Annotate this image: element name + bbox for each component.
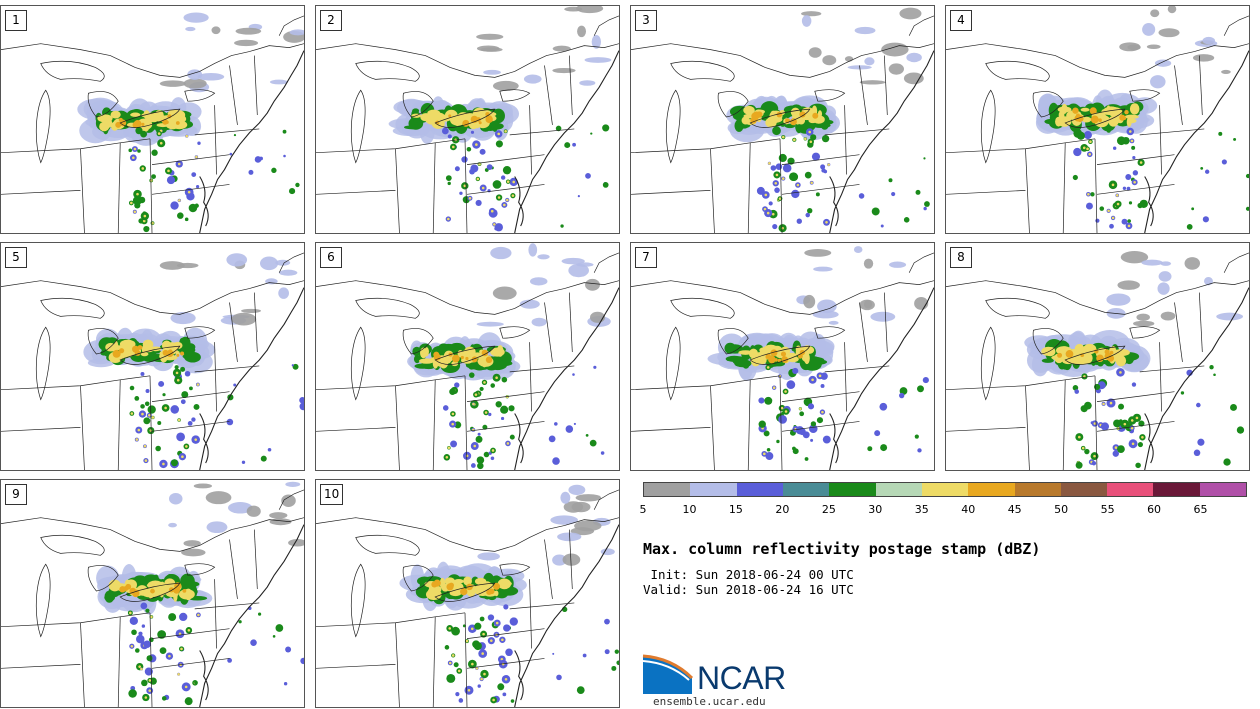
member-number-label: 9: [5, 484, 27, 505]
reflectivity-map: [631, 6, 934, 233]
member-number-label: 4: [950, 10, 972, 31]
colorbar-segment: [1107, 483, 1154, 496]
reflectivity-map: [1, 480, 304, 707]
ensemble-member-panel: 7: [630, 242, 935, 471]
ensemble-member-panel: 4: [945, 5, 1250, 234]
colorbar-segment: [736, 483, 783, 496]
colorbar-tick-label: 20: [775, 503, 790, 516]
colorbar-segment: [1060, 483, 1108, 496]
ncar-logo-text: NCAR: [697, 660, 786, 696]
member-number-label: 3: [635, 10, 657, 31]
plot-title: Max. column reflectivity postage stamp (…: [643, 540, 1041, 558]
colorbar-segment: [1014, 483, 1061, 496]
reflectivity-map: [1, 243, 304, 470]
init-time: Init: Sun 2018-06-24 00 UTC: [643, 567, 854, 582]
member-number-label: 5: [5, 247, 27, 268]
colorbar-tick-label: 60: [1147, 503, 1162, 516]
colorbar-tick-label: 50: [1054, 503, 1069, 516]
reflectivity-map: [946, 243, 1249, 470]
reflectivity-map: [946, 6, 1249, 233]
colorbar-segment: [921, 483, 969, 496]
ncar-logo-icon: [642, 654, 694, 694]
member-number-label: 2: [320, 10, 342, 31]
colorbar-segment: [968, 483, 1015, 496]
colorbar-segment: [644, 483, 691, 496]
ensemble-member-panel: 9: [0, 479, 305, 708]
ensemble-member-panel: 3: [630, 5, 935, 234]
colorbar-tick-label: 25: [821, 503, 836, 516]
ensemble-member-panel: 6: [315, 242, 620, 471]
ensemble-member-panel: 2: [315, 5, 620, 234]
reflectivity-map: [316, 243, 619, 470]
colorbar-tick-label: 15: [728, 503, 743, 516]
colorbar-segment: [829, 483, 876, 496]
reflectivity-map: [1, 6, 304, 233]
colorbar-tick-label: 45: [1007, 503, 1022, 516]
ensemble-member-panel: 8: [945, 242, 1250, 471]
ensemble-member-panel: 5: [0, 242, 305, 471]
colorbar-tick-label: 65: [1193, 503, 1208, 516]
colorbar-tick-label: 30: [868, 503, 883, 516]
reflectivity-map: [631, 243, 934, 470]
colorbar-tick-label: 55: [1100, 503, 1115, 516]
reflectivity-map: [316, 480, 619, 707]
colorbar-tick-label: 5: [639, 503, 647, 516]
colorbar-segment: [690, 483, 737, 496]
colorbar-tick-label: 40: [961, 503, 976, 516]
colorbar-segment: [1153, 483, 1200, 496]
ensemble-member-panel: 10: [315, 479, 620, 708]
site-url[interactable]: ensemble.ucar.edu: [653, 695, 766, 708]
colorbar-tick-label: 35: [914, 503, 929, 516]
member-number-label: 7: [635, 247, 657, 268]
member-number-label: 10: [320, 484, 344, 505]
colorbar-ticks: 5 10 15 20 25 30 35 40 45 50 55 60 65: [639, 503, 1247, 517]
colorbar-tick-label: 10: [682, 503, 697, 516]
member-number-label: 1: [5, 10, 27, 31]
colorbar-segment: [1199, 483, 1247, 496]
member-number-label: 6: [320, 247, 342, 268]
member-number-label: 8: [950, 247, 972, 268]
ensemble-member-panel: 1: [0, 5, 305, 234]
valid-time: Valid: Sun 2018-06-24 16 UTC: [643, 582, 854, 597]
reflectivity-map: [316, 6, 619, 233]
colorbar-segment: [875, 483, 922, 496]
colorbar-segment: [782, 483, 830, 496]
reflectivity-colorbar: [643, 482, 1247, 497]
